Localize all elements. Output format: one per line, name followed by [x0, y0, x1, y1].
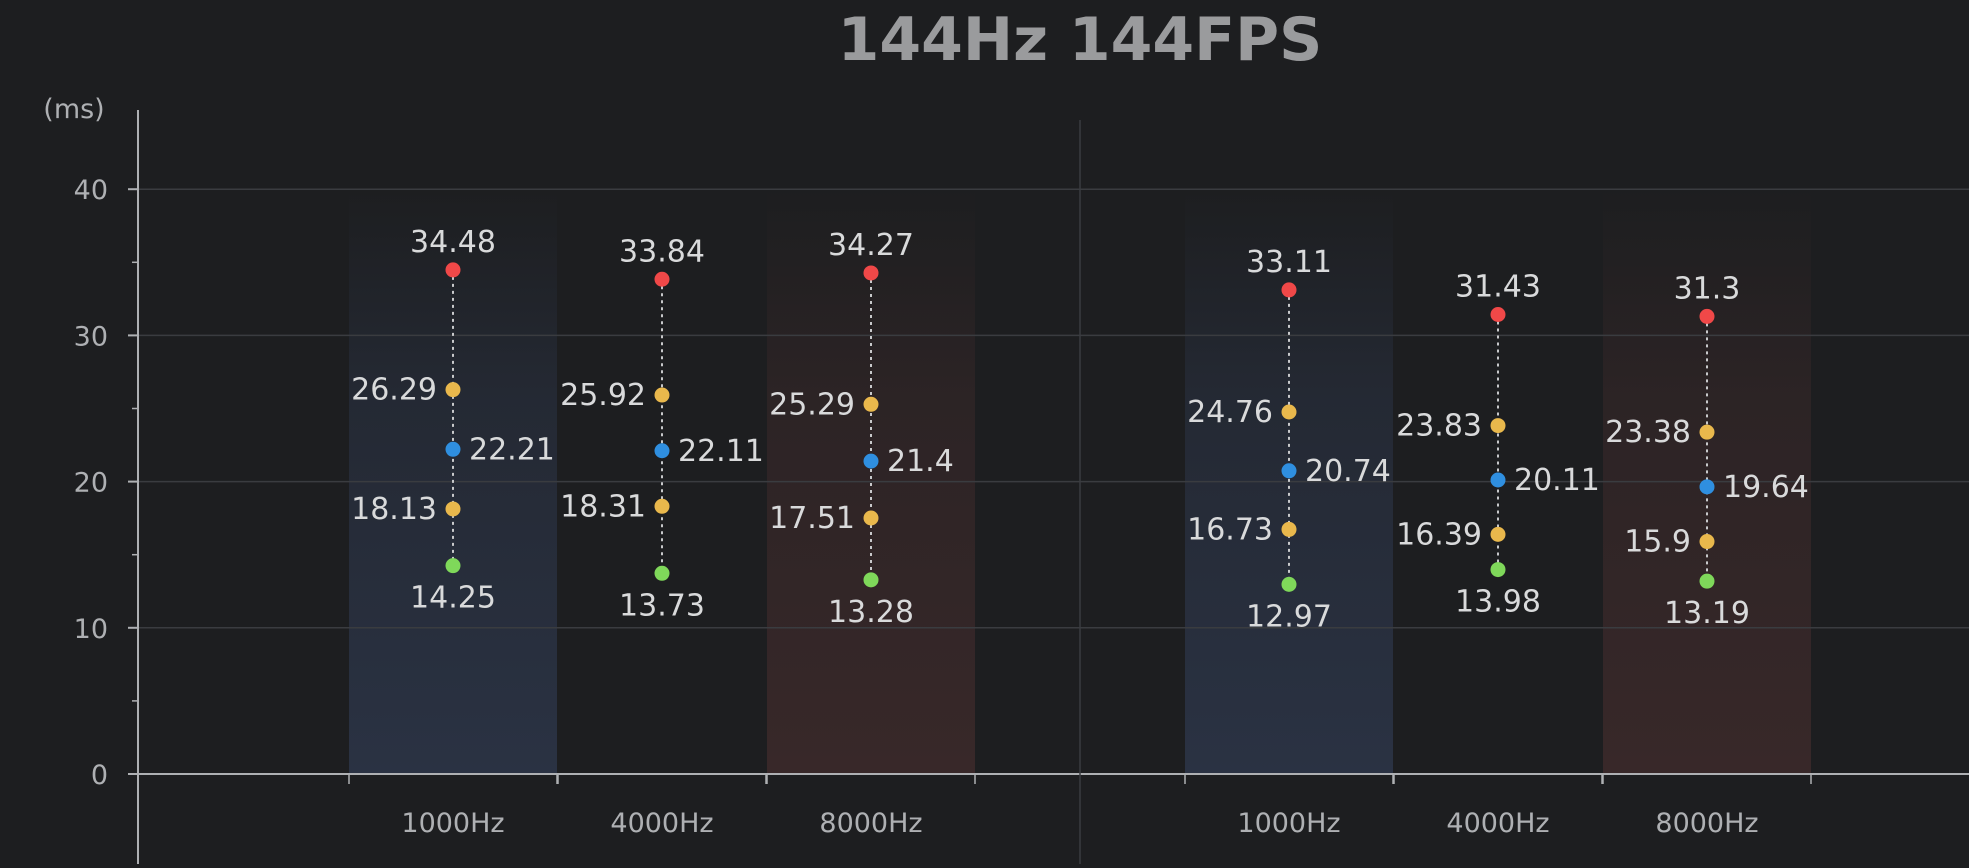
axes: 0 10 20 30 40 1000Hz 4000Hz 8000Hz 1000Hz 4000Hz 8…: [74, 110, 1969, 864]
data-point-min: [1281, 576, 1297, 592]
data-label-min: 13.19: [1664, 596, 1750, 631]
y-tick-label: 30: [74, 321, 108, 352]
data-label-min: 12.97: [1246, 599, 1332, 634]
data-label-max: 31.3: [1674, 271, 1741, 306]
gridlines: [138, 188, 1969, 629]
data-point-mean: [445, 441, 461, 457]
data-point-lower: [863, 510, 879, 526]
data-point-min: [445, 558, 461, 574]
data-point-mean: [863, 453, 879, 469]
data-point-max: [863, 265, 879, 281]
data-point-min: [654, 565, 670, 581]
data-label-upper: 24.76: [1187, 395, 1273, 430]
data-point-min: [1490, 562, 1506, 578]
data-point-mean: [654, 443, 670, 459]
x-tick-label: 4000Hz: [1446, 808, 1549, 839]
data-label-upper: 23.83: [1396, 409, 1482, 444]
data-label-lower: 18.13: [351, 492, 437, 527]
data-label-upper: 23.38: [1605, 415, 1691, 450]
y-tick-label: 10: [74, 614, 108, 645]
data-label-min: 13.28: [828, 595, 914, 630]
data-label-lower: 18.31: [560, 489, 646, 524]
data-point-mean: [1281, 463, 1297, 479]
x-tick-label: 1000Hz: [401, 808, 504, 839]
data-point-lower: [1281, 521, 1297, 537]
data-point-upper: [1699, 424, 1715, 440]
data-point-max: [1699, 308, 1715, 324]
data-label-min: 13.73: [619, 588, 705, 623]
x-tick-label: 8000Hz: [1655, 808, 1758, 839]
data-point-lower: [1490, 526, 1506, 542]
data-point-lower: [445, 501, 461, 517]
data-label-mean: 20.74: [1305, 454, 1391, 489]
y-tick-label: 40: [74, 175, 108, 206]
data-label-lower: 16.73: [1187, 512, 1273, 547]
data-point-upper: [445, 382, 461, 398]
data-point-lower: [1699, 534, 1715, 550]
chart-title: 144Hz 144FPS: [838, 5, 1323, 75]
data-point-mean: [1490, 472, 1506, 488]
x-tick-label: 1000Hz: [1237, 808, 1340, 839]
data-label-max: 34.48: [410, 225, 496, 260]
data-point-lower: [654, 498, 670, 514]
data-point-upper: [654, 387, 670, 403]
data-label-min: 13.98: [1455, 585, 1541, 620]
data-point-upper: [1281, 404, 1297, 420]
data-label-mean: 19.64: [1723, 470, 1809, 505]
data-label-upper: 26.29: [351, 373, 437, 408]
y-tick-label: 0: [91, 760, 108, 791]
data-point-upper: [1490, 418, 1506, 434]
data-point-max: [445, 262, 461, 278]
data-label-mean: 22.21: [469, 432, 555, 467]
data-label-max: 34.27: [828, 228, 914, 263]
data-label-max: 31.43: [1455, 269, 1541, 304]
y-tick-label: 20: [74, 468, 108, 499]
data-label-lower: 17.51: [769, 501, 855, 536]
data-label-min: 14.25: [410, 581, 496, 616]
data-point-min: [863, 572, 879, 588]
data-point-max: [1281, 282, 1297, 298]
data-label-mean: 21.4: [887, 444, 954, 479]
data-label-lower: 16.39: [1396, 517, 1482, 552]
data-point-min: [1699, 573, 1715, 589]
x-tick-label: 8000Hz: [819, 808, 922, 839]
data-label-upper: 25.29: [769, 387, 855, 422]
data-label-max: 33.84: [619, 234, 705, 269]
data-label-lower: 15.9: [1624, 525, 1691, 560]
data-point-mean: [1699, 479, 1715, 495]
data-point-max: [1490, 306, 1506, 322]
y-axis-label: (ms): [43, 94, 104, 125]
x-tick-label: 4000Hz: [610, 808, 713, 839]
data-point-max: [654, 271, 670, 287]
data-label-mean: 22.11: [678, 434, 764, 469]
data-point-upper: [863, 396, 879, 412]
data-label-upper: 25.92: [560, 378, 646, 413]
data-label-max: 33.11: [1246, 245, 1332, 280]
data-label-mean: 20.11: [1514, 463, 1600, 498]
